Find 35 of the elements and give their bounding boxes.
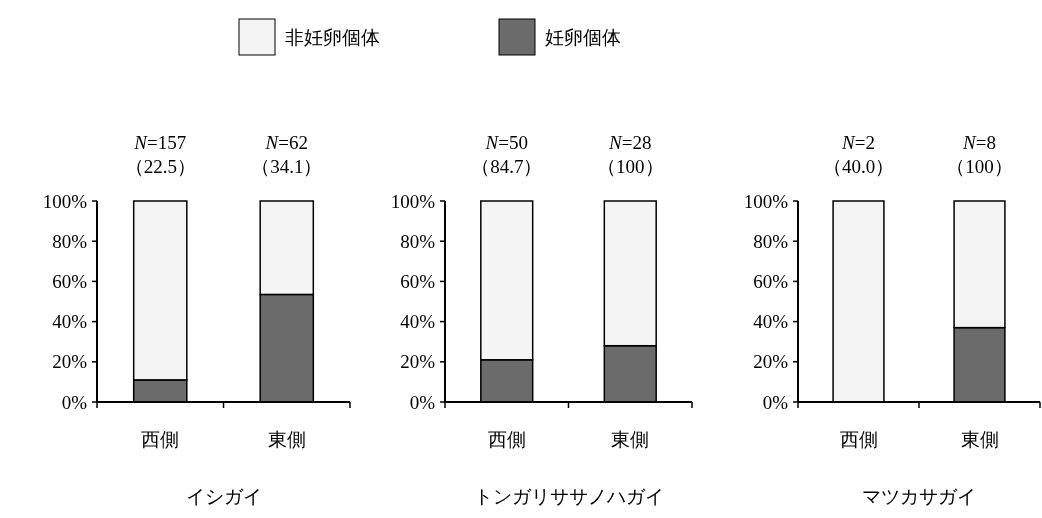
legend-label: 非妊卵個体 xyxy=(285,26,380,48)
y-tick-label: 20% xyxy=(52,351,88,373)
y-tick-label: 40% xyxy=(400,311,436,333)
x-tick-label: 東側 xyxy=(267,429,306,450)
y-tick-label: 80% xyxy=(753,230,789,252)
x-tick-label: 東側 xyxy=(960,429,999,450)
annotation: N=157 （22.5） xyxy=(124,132,196,177)
y-tick-label: 60% xyxy=(753,271,789,293)
text: イシガイ xyxy=(185,486,262,507)
x-tick-label: 西側 xyxy=(141,429,180,450)
y-tick-label: 80% xyxy=(52,230,88,252)
legend-label: 妊卵個体 xyxy=(545,26,621,48)
x-tick-label: 西側 xyxy=(487,429,526,450)
text: トンガリササノハガイ xyxy=(473,486,664,507)
x-tick-label: 東側 xyxy=(611,429,650,450)
y-tick-label: 100% xyxy=(42,190,88,212)
y-tick-label: 100% xyxy=(743,190,789,212)
y-tick-label: 80% xyxy=(400,230,436,252)
y-tick-label: 0% xyxy=(61,391,88,413)
y-tick-label: 20% xyxy=(400,351,436,373)
x-tick-label: 西側 xyxy=(839,429,878,450)
text: マツカサガイ xyxy=(862,486,976,507)
annotation: N=50 （84.7） xyxy=(471,132,543,177)
annotation: N=62 （34.1） xyxy=(251,132,323,177)
annotation: N=8 （100） xyxy=(946,132,1013,177)
annotation: N=28 （100） xyxy=(597,132,664,177)
y-tick-label: 20% xyxy=(753,351,789,373)
y-tick-label: 0% xyxy=(409,391,436,413)
y-tick-label: 40% xyxy=(753,311,789,333)
y-tick-label: 60% xyxy=(52,271,88,293)
y-tick-label: 100% xyxy=(390,190,436,212)
y-tick-label: 60% xyxy=(400,271,436,293)
y-tick-label: 40% xyxy=(52,311,88,333)
y-tick-label: 0% xyxy=(762,391,789,413)
annotation: N=2 （40.0） xyxy=(822,132,895,177)
